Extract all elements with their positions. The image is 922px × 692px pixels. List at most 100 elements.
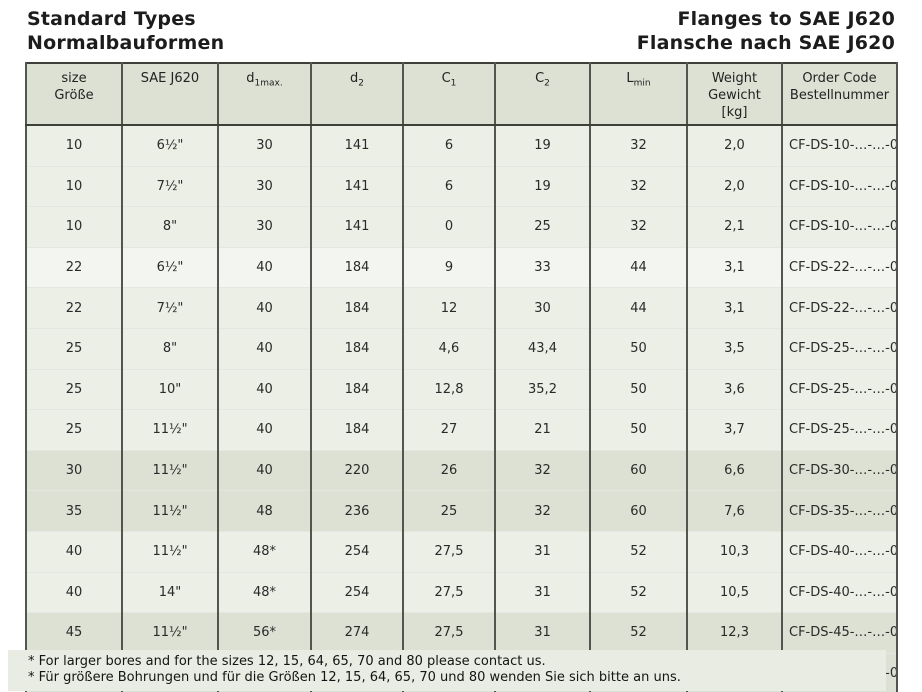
cell-weight: 2,1 [686,206,783,248]
cell-c1: 27 [402,409,496,451]
cell-sae-j620: 8" [121,206,219,248]
cell-lmin: 32 [589,206,688,248]
cell-d2: 254 [310,571,404,613]
cell-sae-j620: 6½" [121,125,219,167]
cell-weight: 3,5 [686,327,783,370]
table-header-row: size Größe SAE J620 d1max. d2 C1 C2 [25,63,898,126]
cell-sae-j620: 11½" [121,530,219,573]
cell-lmin: 52 [589,612,688,654]
cell-d1max: 30 [217,125,312,167]
col-header-order-code: Order Code Bestellnummer [781,63,898,126]
cell-order-code: CF-DS-22-…-…-006 [781,246,898,288]
cell-c1: 12,8 [402,368,496,410]
cell-c2: 43,4 [494,327,591,370]
cell-d1max: 56* [217,612,312,654]
cell-sae-j620: 10" [121,368,219,410]
footnotes: * For larger bores and for the sizes 12,… [8,650,886,691]
table-row: 35 11½" 48 236 25 32 60 7,6 CF-DS-35-…-…… [25,490,898,532]
cell-d1max: 40 [217,409,312,451]
cell-sae-j620: 11½" [121,490,219,532]
title-flanges-en: Flanges to SAE J620 [677,8,895,30]
cell-size: 22 [25,246,123,288]
cell-sae-j620: 11½" [121,409,219,451]
cell-weight: 7,6 [686,490,783,532]
cell-c2: 19 [494,165,591,207]
cell-c2: 30 [494,287,591,329]
cell-d1max: 48* [217,571,312,613]
footnote-de: * Für größere Bohrungen und für die Größ… [28,670,681,685]
cell-d2: 184 [310,368,404,410]
cell-weight: 2,0 [686,165,783,207]
cell-c1: 0 [402,206,496,248]
col-header-weight: Weight Gewicht [kg] [686,63,783,126]
table-row: 25 8" 40 184 4,6 43,4 50 3,5 CF-DS-25-…-… [25,327,898,370]
cell-c1: 27,5 [402,571,496,613]
cell-d1max: 40 [217,287,312,329]
title-flanges-de: Flansche nach SAE J620 [636,32,895,54]
cell-sae-j620: 14" [121,571,219,613]
cell-d2: 141 [310,165,404,207]
table-row: 40 11½" 48* 254 27,5 31 52 10,3 CF-DS-40… [25,530,898,573]
table-row: 22 6½" 40 184 9 33 44 3,1 CF-DS-22-…-…-0… [25,246,898,288]
cell-d1max: 40 [217,327,312,370]
cell-size: 40 [25,571,123,613]
title-normalbauformen: Normalbauformen [27,32,225,54]
title-left: Standard Types Normalbauformen [27,7,224,55]
cell-lmin: 52 [589,530,688,573]
cell-c2: 32 [494,449,591,491]
page-header: Standard Types Normalbauformen Flanges t… [27,7,895,55]
cell-size: 30 [25,449,123,491]
cell-c1: 9 [402,246,496,288]
table-row: 40 14" 48* 254 27,5 31 52 10,5 CF-DS-40-… [25,571,898,613]
cell-d2: 274 [310,612,404,654]
cell-lmin: 44 [589,246,688,288]
cell-size: 35 [25,490,123,532]
cell-c2: 31 [494,571,591,613]
footnote-en: * For larger bores and for the sizes 12,… [28,654,546,669]
cell-sae-j620: 11½" [121,449,219,491]
cell-order-code: CF-DS-30-…-…-011 [781,449,898,491]
cell-d2: 184 [310,327,404,370]
table-row: 10 7½" 30 141 6 19 32 2,0 CF-DS-10-…-…-0… [25,165,898,207]
flange-spec-table: size Größe SAE J620 d1max. d2 C1 C2 [25,62,898,692]
cell-c2: 33 [494,246,591,288]
cell-size: 40 [25,530,123,573]
cell-d1max: 40 [217,246,312,288]
col-header-c2: C2 [494,63,591,126]
cell-sae-j620: 6½" [121,246,219,288]
table-row: 25 11½" 40 184 27 21 50 3,7 CF-DS-25-…-…… [25,409,898,451]
title-right: Flanges to SAE J620 Flansche nach SAE J6… [637,7,895,55]
col-header-size: size Größe [25,63,123,126]
table-row: 10 8" 30 141 0 25 32 2,1 CF-DS-10-…-…-00… [25,206,898,248]
cell-order-code: CF-DS-25-…-…-010 [781,368,898,410]
cell-d1max: 30 [217,165,312,207]
cell-size: 10 [25,206,123,248]
cell-lmin: 52 [589,571,688,613]
cell-size: 25 [25,368,123,410]
cell-order-code: CF-DS-40-…-…-014 [781,571,898,613]
cell-d1max: 48 [217,490,312,532]
cell-size: 45 [25,612,123,654]
cell-size: 10 [25,165,123,207]
cell-d1max: 30 [217,206,312,248]
cell-d2: 141 [310,206,404,248]
cell-d1max: 48* [217,530,312,573]
table-row: 25 10" 40 184 12,8 35,2 50 3,6 CF-DS-25-… [25,368,898,410]
cell-weight: 3,6 [686,368,783,410]
cell-c1: 25 [402,490,496,532]
cell-lmin: 32 [589,125,688,167]
cell-c1: 12 [402,287,496,329]
table-body: 10 6½" 30 141 6 19 32 2,0 CF-DS-10-…-…-0… [25,125,898,692]
cell-c2: 31 [494,612,591,654]
cell-lmin: 50 [589,368,688,410]
cell-d2: 254 [310,530,404,573]
cell-c2: 25 [494,206,591,248]
cell-d2: 184 [310,409,404,451]
cell-c1: 6 [402,165,496,207]
cell-d1max: 40 [217,368,312,410]
cell-d2: 184 [310,246,404,288]
col-header-c1: C1 [402,63,496,126]
cell-d2: 236 [310,490,404,532]
cell-c1: 4,6 [402,327,496,370]
cell-size: 22 [25,287,123,329]
